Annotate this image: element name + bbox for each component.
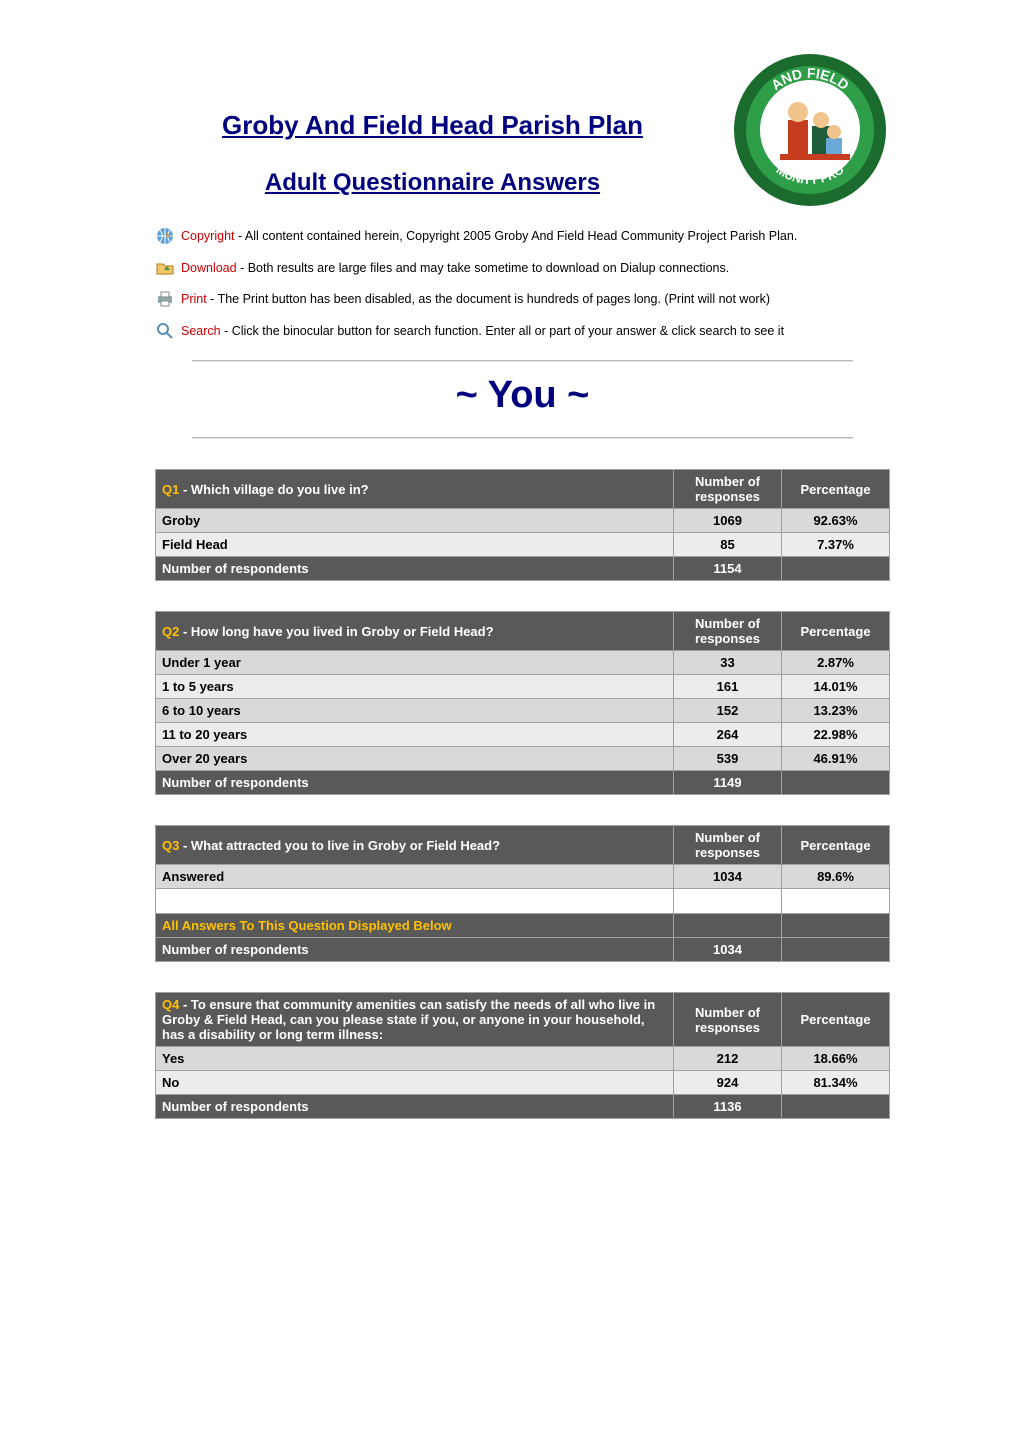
- q2-question: Q2 - How long have you lived in Groby or…: [156, 612, 674, 651]
- page: Groby And Field Head Parish Plan Adult Q…: [0, 0, 1020, 1209]
- search-icon: [155, 321, 175, 341]
- note-copyright: Copyright - All content contained herein…: [155, 228, 890, 246]
- sub-title: Adult Questionnaire Answers: [155, 169, 710, 197]
- respondents-row: Number of respondents 1034: [156, 938, 890, 962]
- table-row: Groby 1069 92.63%: [156, 509, 890, 533]
- q3-table: Q3 - What attracted you to live in Groby…: [155, 825, 890, 962]
- header: Groby And Field Head Parish Plan Adult Q…: [155, 50, 890, 210]
- table-row: No92481.34%: [156, 1071, 890, 1095]
- note-key: Search: [181, 324, 221, 338]
- respondents-row: Number of respondents 1149: [156, 771, 890, 795]
- world-icon: [155, 226, 175, 246]
- note-key: Copyright: [181, 229, 235, 243]
- q3-question: Q3 - What attracted you to live in Groby…: [156, 826, 674, 865]
- note-text: - Both results are large files and may t…: [237, 261, 730, 275]
- main-title: Groby And Field Head Parish Plan: [155, 110, 710, 141]
- q1-question: Q1 - Which village do you live in?: [156, 470, 674, 509]
- table-row: Under 1 year332.87%: [156, 651, 890, 675]
- q2-table: Q2 - How long have you lived in Groby or…: [155, 611, 890, 795]
- notes: Copyright - All content contained herein…: [155, 228, 890, 340]
- note-print: Print - The Print button has been disabl…: [155, 291, 890, 309]
- col-percentage: Percentage: [782, 470, 890, 509]
- section-title: ~ You ~: [155, 374, 890, 417]
- col-responses: Number of responses: [674, 470, 782, 509]
- table-row: 6 to 10 years15213.23%: [156, 699, 890, 723]
- table-row: Over 20 years53946.91%: [156, 747, 890, 771]
- table-row: 1 to 5 years16114.01%: [156, 675, 890, 699]
- divider: [192, 360, 854, 362]
- note-text: - Click the binocular button for search …: [221, 324, 784, 338]
- note-text: - The Print button has been disabled, as…: [207, 292, 770, 306]
- table-row: Yes21218.66%: [156, 1047, 890, 1071]
- answers-below-row: All Answers To This Question Displayed B…: [156, 914, 890, 938]
- note-download: Download - Both results are large files …: [155, 260, 890, 278]
- q4-question: Q4 - To ensure that community amenities …: [156, 993, 674, 1047]
- folder-icon: [155, 258, 175, 278]
- table-row: 11 to 20 years26422.98%: [156, 723, 890, 747]
- divider: [192, 437, 854, 439]
- note-search: Search - Click the binocular button for …: [155, 323, 890, 341]
- titles: Groby And Field Head Parish Plan Adult Q…: [155, 50, 710, 197]
- respondents-row: Number of respondents 1154: [156, 557, 890, 581]
- blank-row: [156, 889, 890, 914]
- table-row: Answered103489.6%: [156, 865, 890, 889]
- respondents-row: Number of respondents 1136: [156, 1095, 890, 1119]
- q4-table: Q4 - To ensure that community amenities …: [155, 992, 890, 1119]
- q1-table: Q1 - Which village do you live in? Numbe…: [155, 469, 890, 581]
- note-key: Download: [181, 261, 237, 275]
- printer-icon: [155, 289, 175, 309]
- table-row: Field Head 85 7.37%: [156, 533, 890, 557]
- logo-badge: AND FIELD MUNITY PRO: [730, 50, 890, 210]
- note-text: - All content contained herein, Copyrigh…: [235, 229, 798, 243]
- note-key: Print: [181, 292, 207, 306]
